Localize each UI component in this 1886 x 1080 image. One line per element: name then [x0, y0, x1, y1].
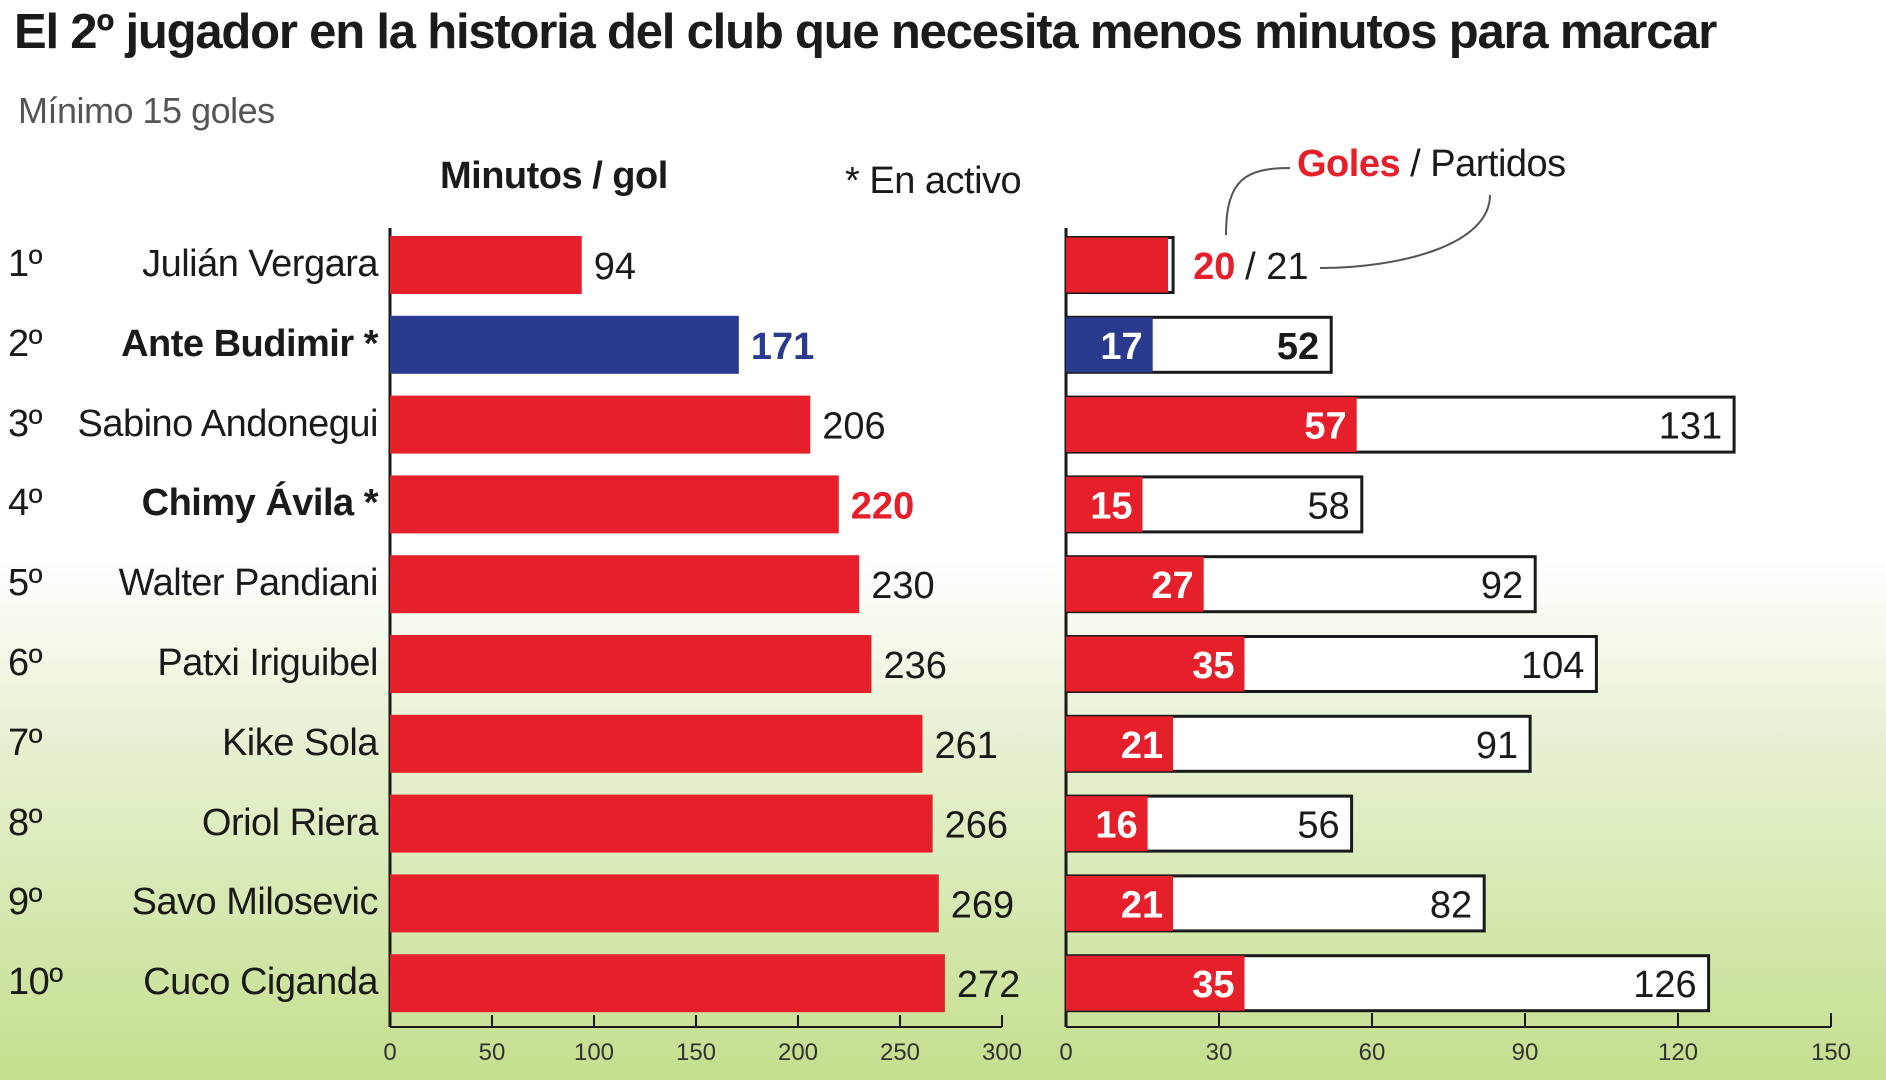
matches-value: 131: [1659, 406, 1722, 448]
goals-connector-line: [1225, 167, 1291, 236]
goals-bar: [1066, 875, 1174, 931]
minutes-per-goal-value: 236: [883, 645, 946, 687]
goals-value: 21: [1121, 725, 1163, 767]
minutes-per-goal-bar: [390, 874, 939, 933]
left-x-tick-label: 300: [982, 1039, 1022, 1066]
player-rank: 8º: [8, 801, 43, 844]
left-x-tick-label: 50: [479, 1039, 506, 1066]
goals-bar: [1066, 636, 1245, 692]
minutes-per-goal-value: 261: [934, 725, 997, 767]
minutes-per-goal-value: 230: [871, 565, 934, 607]
minutes-per-goal-bar: [390, 555, 860, 614]
goals-bar: [1066, 317, 1153, 373]
player-rank: 9º: [8, 881, 43, 924]
player-rank: 5º: [8, 562, 43, 605]
goals-bar: [1066, 476, 1143, 532]
minutes-per-goal-value: 94: [594, 246, 636, 288]
minutes-per-goal-bar: [390, 475, 839, 534]
goals-bar: [1066, 397, 1357, 453]
goals-header-label: Goles: [1297, 143, 1401, 185]
goals-bar: [1066, 237, 1168, 293]
goals-value: 15: [1090, 485, 1132, 527]
left-x-tick-label: 0: [383, 1039, 396, 1066]
goals-bar: [1066, 796, 1148, 852]
right-x-tick-label: 30: [1206, 1039, 1233, 1066]
matches-value: 126: [1633, 964, 1696, 1006]
active-player-note: * En activo: [845, 160, 1022, 202]
player-name: Julián Vergara: [142, 243, 378, 285]
goals-value: 16: [1095, 805, 1137, 847]
player-name: Savo Milosevic: [131, 881, 379, 924]
right-x-tick-label: 120: [1658, 1039, 1698, 1066]
right-x-tick-label: 0: [1059, 1039, 1072, 1066]
goals-bar: [1066, 556, 1204, 612]
player-name: Walter Pandiani: [118, 562, 379, 605]
matches-header-label: / Partidos: [1400, 143, 1566, 185]
left-x-tick-label: 100: [574, 1039, 614, 1066]
player-name: Chimy Ávila *: [141, 482, 379, 525]
minutes-per-goal-bar: [390, 635, 872, 693]
minutes-per-goal-header: Minutos / gol: [440, 155, 668, 197]
player-name: Ante Budimir *: [121, 322, 378, 365]
minutes-per-goal-value: 272: [957, 964, 1020, 1006]
player-rank: 6º: [8, 642, 43, 684]
player-name: Cuco Ciganda: [143, 961, 378, 1004]
goals-bar: [1066, 716, 1174, 772]
matches-value: 56: [1297, 805, 1339, 847]
goals-value: 35: [1192, 964, 1234, 1006]
goals-value: 20: [1193, 246, 1235, 288]
left-x-tick-label: 200: [778, 1039, 818, 1066]
matches-value: 58: [1308, 485, 1350, 527]
minutes-per-goal-bar: [390, 954, 945, 1013]
player-name: Oriol Riera: [201, 801, 379, 844]
goals-value: 17: [1100, 326, 1142, 368]
player-name: Sabino Andonegui: [77, 402, 378, 445]
chart-subtitle: Mínimo 15 goles: [18, 90, 275, 131]
player-name: Kike Sola: [221, 721, 379, 764]
minutes-per-goal-value: 266: [945, 805, 1008, 847]
player-rank: 4º: [8, 482, 43, 525]
minutes-per-goal-bar: [390, 714, 923, 773]
left-x-tick-label: 150: [676, 1039, 716, 1066]
matches-connector-line: [1319, 194, 1491, 269]
minutes-per-goal-value: 269: [951, 884, 1014, 926]
goals-bar: [1066, 955, 1245, 1011]
chart-title: El 2º jugador en la historia del club qu…: [14, 5, 1717, 59]
player-rank: 1º: [8, 243, 43, 285]
goals-value: 21: [1121, 884, 1163, 926]
matches-value: 52: [1277, 326, 1319, 368]
right-x-tick-label: 90: [1512, 1039, 1539, 1066]
player-rank: 7º: [8, 721, 43, 764]
minutes-per-goal-value: 171: [751, 326, 814, 368]
player-rank: 10º: [8, 961, 63, 1004]
minutes-per-goal-value: 206: [822, 406, 885, 448]
matches-value: 104: [1521, 645, 1584, 687]
left-x-tick-label: 250: [880, 1039, 920, 1066]
goals-value: 57: [1304, 406, 1346, 448]
minutes-per-goal-bar: [390, 236, 582, 294]
goals-value: 35: [1192, 645, 1234, 687]
matches-value: 92: [1481, 565, 1523, 607]
minutes-per-goal-bar: [390, 395, 811, 454]
matches-value: 91: [1476, 725, 1518, 767]
goals-value: 27: [1151, 565, 1193, 607]
minutes-per-goal-value: 220: [851, 485, 914, 527]
matches-value: / 21: [1245, 246, 1308, 288]
right-x-tick-label: 60: [1359, 1039, 1386, 1066]
minutes-per-goal-bar: [390, 315, 739, 374]
player-name: Patxi Iriguibel: [157, 642, 378, 684]
goals-matches-header: Goles / Partidos: [1297, 143, 1566, 186]
right-x-tick-label: 150: [1811, 1039, 1851, 1066]
player-rank: 3º: [8, 402, 43, 445]
player-rank: 2º: [8, 322, 43, 365]
matches-value: 82: [1430, 884, 1472, 926]
minutes-per-goal-bar: [390, 794, 933, 853]
